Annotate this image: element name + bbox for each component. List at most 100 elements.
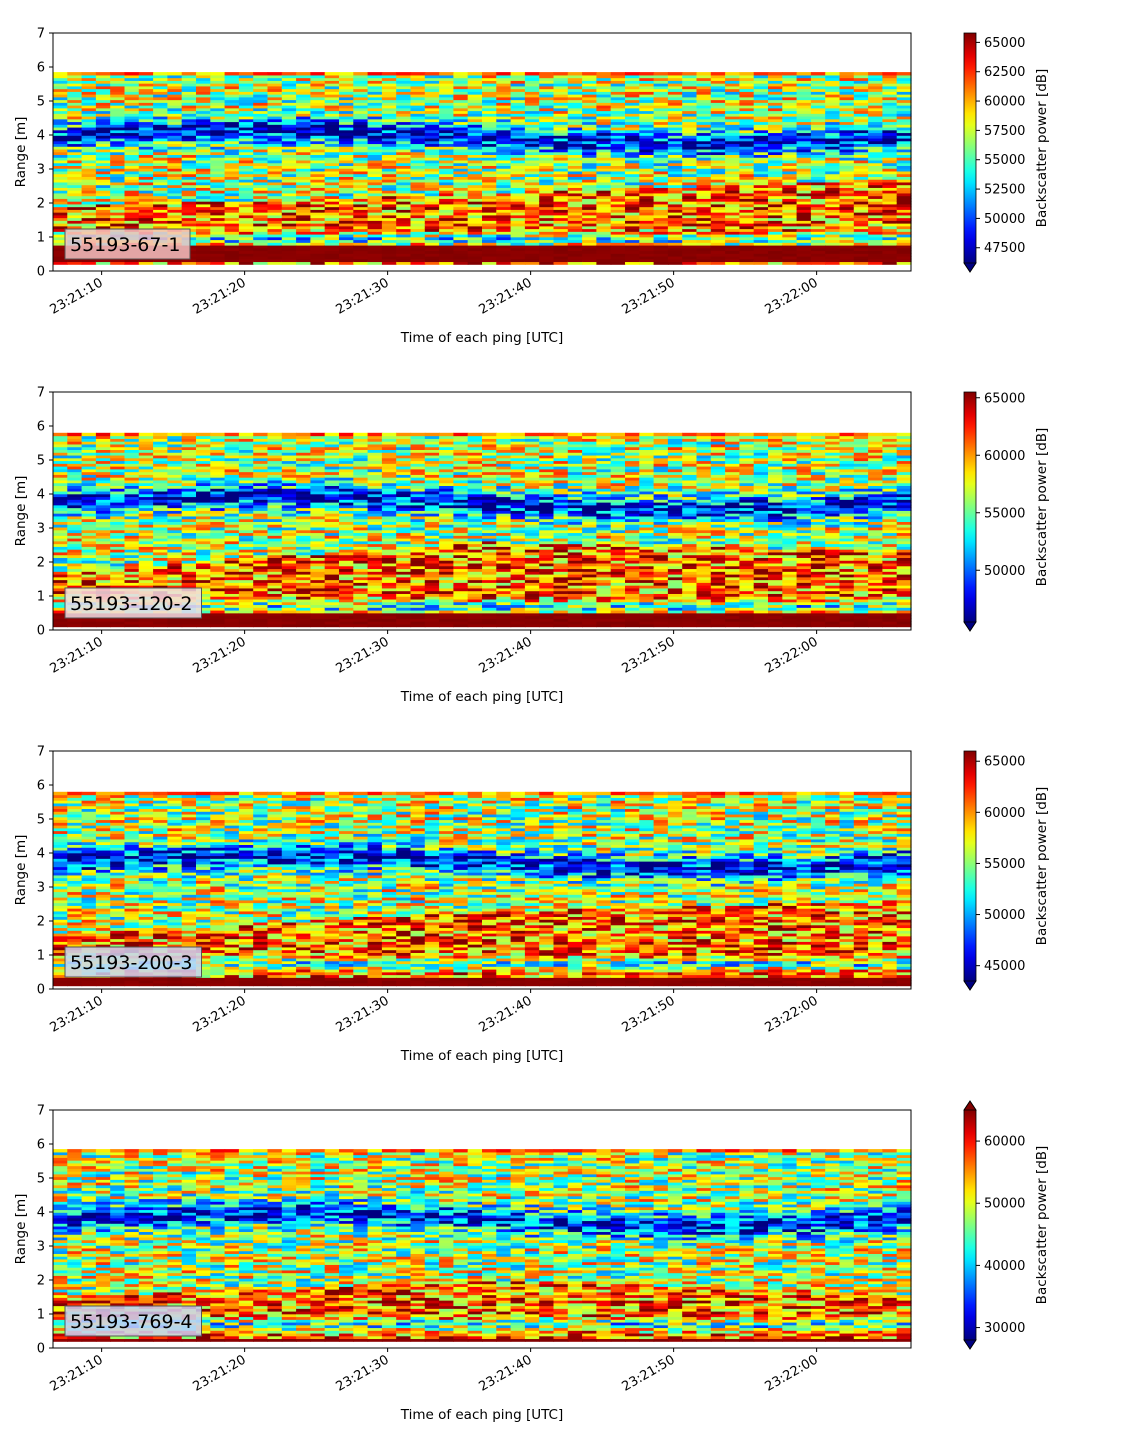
heatmap-cell bbox=[825, 162, 841, 166]
heatmap-cell bbox=[553, 187, 569, 191]
heatmap-cell bbox=[524, 253, 540, 257]
heatmap-cell bbox=[124, 212, 140, 216]
heatmap-cell bbox=[138, 165, 154, 169]
heatmap-cell bbox=[496, 217, 512, 221]
heatmap-cell bbox=[868, 179, 883, 183]
heatmap-cell bbox=[53, 513, 68, 517]
heatmap-cell bbox=[296, 118, 311, 123]
heatmap-cell bbox=[825, 231, 841, 235]
heatmap-cell bbox=[81, 209, 97, 213]
heatmap-cell bbox=[67, 143, 83, 147]
heatmap-cell bbox=[410, 198, 426, 202]
heatmap-cell bbox=[53, 168, 68, 172]
heatmap-cell bbox=[110, 454, 126, 459]
heatmap-cell bbox=[482, 113, 497, 117]
heatmap-cell bbox=[582, 140, 597, 145]
heatmap-cell bbox=[95, 579, 111, 583]
heatmap-cell bbox=[53, 452, 68, 456]
heatmap-cell bbox=[110, 452, 126, 456]
heatmap-cell bbox=[682, 214, 698, 219]
heatmap-cell bbox=[224, 85, 240, 90]
heatmap-cell bbox=[424, 247, 440, 252]
heatmap-cell bbox=[67, 261, 83, 265]
heatmap-cell bbox=[567, 162, 583, 166]
heatmap-cell bbox=[67, 543, 83, 547]
heatmap-cell bbox=[339, 250, 354, 254]
heatmap-cell bbox=[553, 165, 569, 169]
heatmap-cell bbox=[153, 261, 168, 265]
heatmap-cell bbox=[539, 220, 555, 224]
heatmap-cell bbox=[95, 176, 111, 180]
heatmap-cell bbox=[653, 173, 669, 177]
heatmap-cell bbox=[367, 198, 383, 202]
heatmap-cell bbox=[381, 176, 397, 180]
heatmap-cell bbox=[281, 195, 297, 199]
heatmap-cell bbox=[882, 220, 898, 224]
heatmap-cell bbox=[167, 146, 183, 150]
heatmap-cell bbox=[324, 201, 340, 205]
heatmap-cell bbox=[482, 107, 497, 112]
heatmap-cell bbox=[267, 88, 283, 92]
heatmap-cell bbox=[253, 94, 269, 98]
heatmap-cell bbox=[181, 549, 197, 553]
heatmap-cell bbox=[796, 179, 812, 183]
heatmap-cell bbox=[196, 206, 211, 210]
heatmap-cell bbox=[882, 72, 898, 76]
heatmap-cell bbox=[81, 535, 97, 539]
heatmap-cell bbox=[768, 116, 783, 120]
heatmap-cell bbox=[596, 220, 612, 224]
heatmap-cell bbox=[281, 80, 297, 84]
heatmap-cell bbox=[410, 137, 426, 142]
heatmap-cell bbox=[424, 105, 440, 109]
heatmap-cell bbox=[625, 143, 640, 147]
heatmap-cell bbox=[53, 587, 68, 592]
heatmap-cell bbox=[238, 99, 254, 103]
heatmap-cell bbox=[381, 253, 397, 257]
heatmap-cell bbox=[124, 574, 140, 578]
heatmap-cell bbox=[167, 258, 183, 263]
heatmap-cell bbox=[296, 225, 311, 230]
heatmap-cell bbox=[539, 88, 555, 92]
heatmap-cell bbox=[725, 159, 740, 164]
heatmap-cell bbox=[482, 83, 497, 87]
heatmap-cell bbox=[296, 206, 311, 210]
heatmap-cell bbox=[853, 129, 869, 134]
heatmap-cell bbox=[281, 96, 297, 101]
heatmap-cell bbox=[582, 184, 597, 188]
heatmap-cell bbox=[324, 206, 340, 210]
heatmap-cell bbox=[253, 253, 269, 257]
heatmap-cell bbox=[181, 618, 197, 622]
heatmap-cell bbox=[696, 110, 712, 114]
heatmap-cell bbox=[167, 74, 183, 79]
heatmap-cell bbox=[296, 107, 311, 112]
heatmap-cell bbox=[810, 140, 826, 145]
heatmap-cell bbox=[696, 96, 712, 101]
heatmap-cell bbox=[210, 124, 226, 128]
heatmap-cell bbox=[138, 466, 154, 470]
heatmap-cell bbox=[868, 173, 883, 177]
heatmap-cell bbox=[210, 201, 226, 205]
heatmap-cell bbox=[424, 195, 440, 199]
heatmap-cell bbox=[553, 179, 569, 183]
heatmap-cell bbox=[53, 236, 68, 241]
heatmap-cell bbox=[124, 518, 140, 522]
heatmap-cell bbox=[124, 463, 140, 467]
heatmap-cell bbox=[81, 565, 97, 570]
heatmap-cell bbox=[424, 209, 440, 213]
heatmap-cell bbox=[653, 143, 669, 147]
heatmap-cell bbox=[367, 173, 383, 177]
heatmap-cell bbox=[639, 212, 655, 216]
heatmap-cell bbox=[153, 80, 168, 84]
heatmap-cell bbox=[567, 198, 583, 202]
heatmap-cell bbox=[596, 234, 612, 238]
heatmap-cell bbox=[768, 135, 783, 139]
heatmap-cell bbox=[95, 488, 111, 492]
heatmap-cell bbox=[782, 157, 798, 161]
heatmap-cell bbox=[381, 220, 397, 224]
heatmap-cell bbox=[682, 253, 698, 257]
heatmap-cell bbox=[110, 532, 126, 536]
heatmap-cell bbox=[253, 206, 269, 210]
heatmap-cell bbox=[138, 102, 154, 106]
heatmap-cell bbox=[782, 77, 798, 81]
heatmap-cell bbox=[625, 234, 640, 238]
